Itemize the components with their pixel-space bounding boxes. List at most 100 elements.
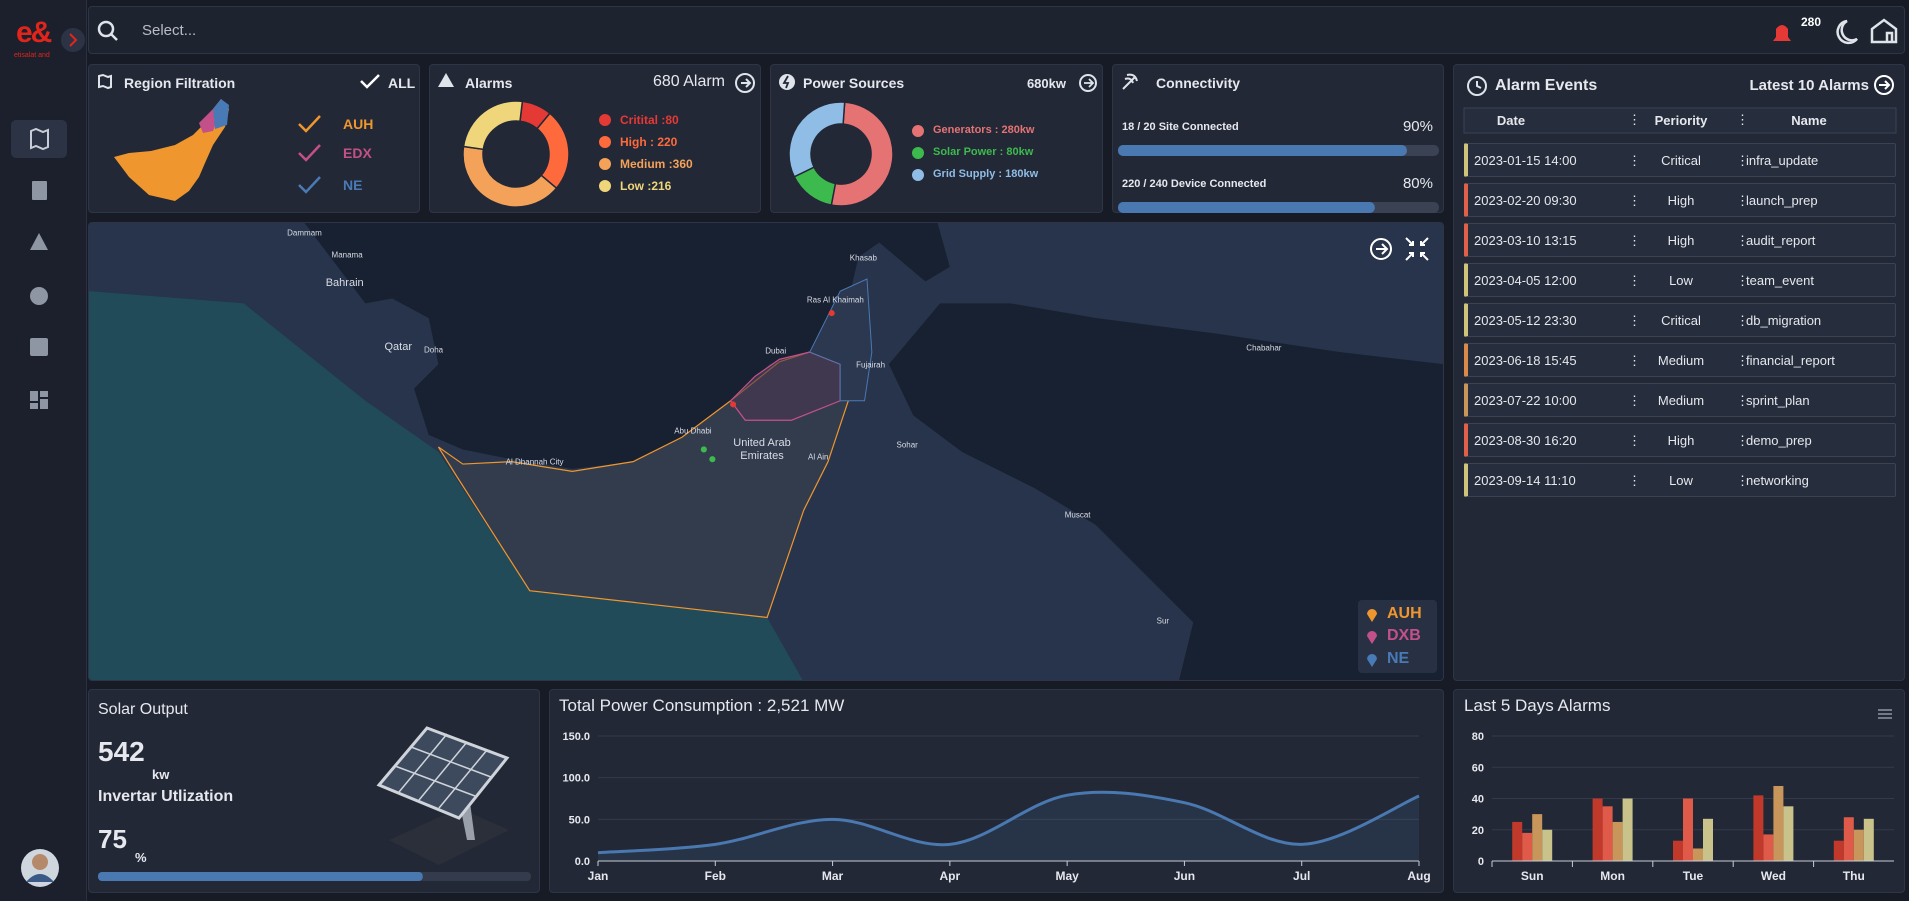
legend-dot (599, 114, 611, 126)
nav-globe[interactable] (30, 287, 48, 305)
legend-dot (599, 158, 611, 170)
map-navigate[interactable] (1370, 238, 1392, 260)
events-link-text[interactable]: Latest 10 Alarms (1749, 77, 1869, 94)
logo-subtitle: etisalat and (14, 52, 50, 59)
nav-dashboard[interactable] (30, 391, 48, 409)
alarm-row[interactable]: 2023-09-14 11:10 Low networking ⋮ ⋮ (1464, 463, 1896, 497)
alarm-name: sprint_plan (1746, 393, 1810, 408)
alarm-name: db_migration (1746, 313, 1822, 328)
menu (1878, 709, 1892, 719)
nav-notes[interactable] (30, 338, 48, 356)
search-icon[interactable] (97, 20, 115, 38)
legend-label: Generators : 280kw (933, 124, 1035, 136)
y-tick-label: 20 (1472, 825, 1484, 837)
bell-icon[interactable] (1773, 25, 1791, 41)
legend-label: Grid Supply : 180kw (933, 168, 1039, 180)
place-label: Dammam (287, 228, 322, 238)
legend-pin (1367, 631, 1377, 644)
theme-toggle[interactable] (1836, 19, 1858, 45)
alarm-priority: Critical (1661, 153, 1701, 168)
region-check[interactable] (298, 115, 321, 133)
card-title: Region Filtration (124, 75, 236, 91)
alarm-row[interactable]: 2023-07-22 10:00 Medium sprint_plan ⋮ ⋮ (1464, 383, 1896, 417)
nav-clipboard[interactable] (32, 181, 47, 200)
search-input[interactable]: Select... (142, 22, 197, 39)
line-area (598, 792, 1419, 861)
top-bar-icons (97, 18, 1898, 45)
alarm-events-panel: Alarm Events Latest 10 Alarms Date Perior… (1453, 64, 1905, 681)
chart: 0.0 50.0 100.0 150.0 Jan Feb Mar Apr May Jun Jul Au… (562, 731, 1430, 883)
alarms-history-panel: Last 5 Days Alarms 0 20 40 60 80 Sun Mon Tue Wed… (1453, 689, 1905, 893)
arrow (1376, 243, 1389, 255)
power-link[interactable] (1079, 74, 1097, 92)
bar (1783, 806, 1794, 861)
alarm-priority: High (1667, 433, 1695, 448)
region-option: AUH (343, 116, 374, 132)
row-menu: ⋮ (1736, 393, 1749, 408)
alarm-row[interactable]: 2023-04-05 12:00 Low team_event ⋮ ⋮ (1464, 263, 1896, 297)
alarm-row[interactable]: 2023-06-18 15:45 Medium financial_report ⋮ ⋮ (1464, 343, 1896, 377)
row-menu: ⋮ (1736, 313, 1749, 328)
filter-all[interactable]: ALL (388, 75, 416, 91)
bar (1622, 798, 1633, 861)
events-link[interactable] (1874, 75, 1894, 95)
graphics (788, 101, 924, 207)
bar (1592, 798, 1603, 861)
panel-grid (394, 733, 492, 809)
donut-segment (830, 101, 894, 207)
alarm-name: audit_report (1746, 233, 1816, 248)
row-menu: ⋮ (1628, 393, 1641, 408)
legend-label: Medium :360 (620, 157, 693, 171)
site-marker[interactable] (709, 456, 716, 463)
alarm-total: 680 Alarm (652, 73, 725, 90)
nav-map[interactable] (30, 127, 49, 151)
site-marker[interactable] (730, 401, 737, 408)
chart-menu[interactable] (1878, 709, 1892, 719)
check-all[interactable] (360, 74, 380, 89)
map-collapse[interactable] (1405, 237, 1429, 261)
collapse-button[interactable] (61, 28, 85, 52)
chart-title: Last 5 Days Alarms (1464, 696, 1611, 715)
row-menu: ⋮ (1628, 233, 1641, 248)
alarm-priority: Medium (1657, 393, 1705, 408)
alarm-date: 2023-08-30 16:20 (1474, 433, 1577, 448)
alarm-row[interactable]: 2023-03-10 13:15 High audit_report ⋮ ⋮ (1464, 223, 1896, 257)
alarm-row[interactable]: 2023-05-12 23:30 Critical db_migration ⋮ ⋮ (1464, 303, 1896, 337)
x-tick-label: Jul (1293, 869, 1310, 883)
place-label: Bahrain (325, 276, 364, 289)
power-sources-card: Power Sources 680kw Generators : 280kw So… (770, 64, 1103, 213)
site-marker[interactable] (828, 310, 835, 317)
y-tick-label: 0.0 (575, 856, 590, 868)
highlight-region (89, 291, 803, 680)
bar (1763, 834, 1774, 861)
row-menu: ⋮ (1736, 193, 1749, 208)
y-tick-label: 0 (1478, 856, 1484, 868)
alarm-row[interactable]: 2023-02-20 09:30 High launch_prep ⋮ ⋮ (1464, 183, 1896, 217)
region-check[interactable] (298, 144, 321, 162)
alarms-link[interactable] (735, 73, 755, 93)
inverter-value: 75 (98, 824, 127, 854)
nav-alarm[interactable] (30, 233, 48, 250)
place-label: Dubai (765, 346, 787, 356)
solar-panel-image (376, 726, 510, 820)
x-tick-label: Jan (588, 869, 609, 883)
alarm-row[interactable]: 2023-08-30 16:20 High demo_prep ⋮ ⋮ (1464, 423, 1896, 457)
legend-dot (912, 125, 924, 137)
row-menu: ⋮ (1736, 353, 1749, 368)
bar (1753, 795, 1764, 861)
alarm-date: 2023-03-10 13:15 (1474, 233, 1577, 248)
bar (1773, 786, 1784, 861)
power-graphics (779, 74, 1097, 92)
progress-fill (1118, 145, 1407, 156)
row-menu: ⋮ (1628, 353, 1641, 368)
alarm-name: financial_report (1746, 353, 1835, 368)
clock-icon (1467, 76, 1487, 96)
region-check[interactable] (298, 176, 321, 194)
place-label: Al Dhannah City (505, 457, 564, 467)
home-icon[interactable] (1870, 18, 1898, 44)
gulf-of-oman (888, 303, 1443, 680)
progress-fill (1118, 202, 1375, 213)
alarm-priority: High (1667, 233, 1695, 248)
alarm-row[interactable]: 2023-01-15 14:00 Critical infra_update ⋮ ⋮ (1464, 143, 1896, 177)
site-marker[interactable] (700, 446, 707, 453)
